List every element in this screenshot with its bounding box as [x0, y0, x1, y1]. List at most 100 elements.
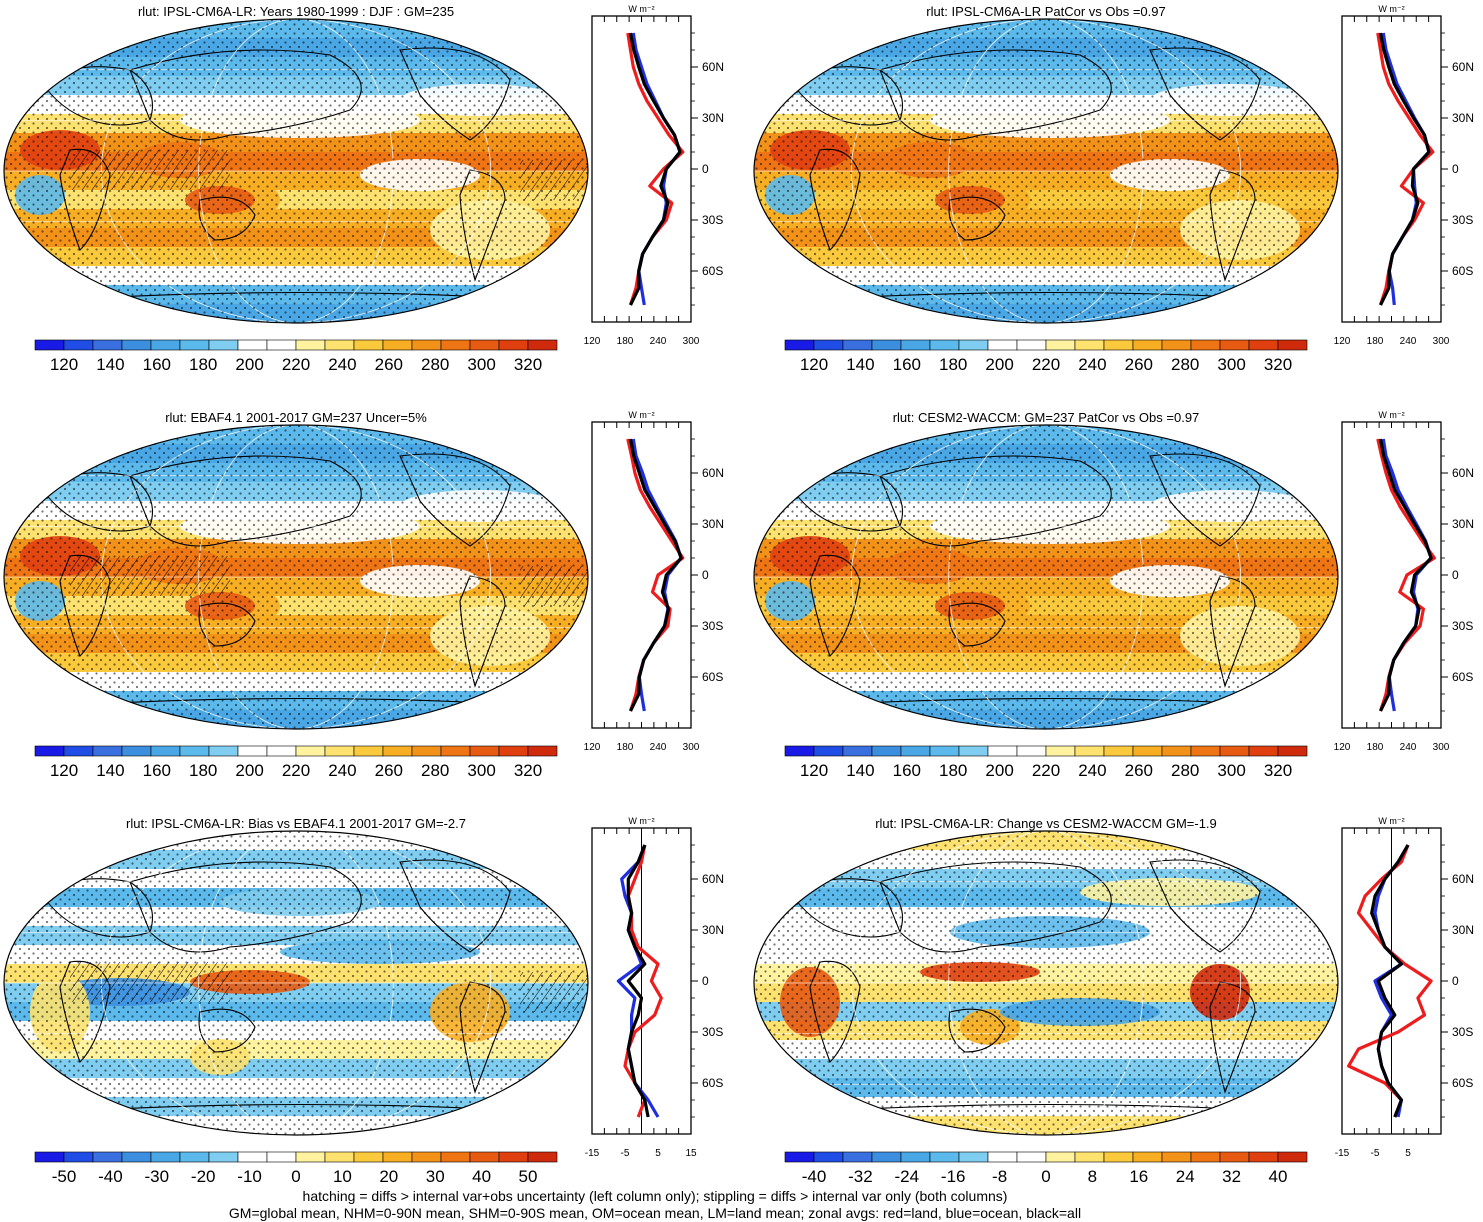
zonal-x-tick-label: 300 — [1433, 742, 1450, 753]
lat-tick-label: 60S — [1452, 670, 1473, 684]
colorbar-swatch — [469, 339, 500, 351]
colorbar-label: 240 — [1078, 355, 1106, 374]
colorbar-swatch — [1074, 1151, 1105, 1163]
zonal-x-tick-label: 180 — [617, 336, 634, 347]
lat-tick-label: 30N — [702, 923, 724, 937]
colorbar-swatch — [1045, 339, 1076, 351]
colorbar-label: 10 — [333, 1167, 352, 1186]
colorbar-label: 8 — [1088, 1167, 1097, 1186]
zonal-x-tick-label: 120 — [584, 742, 601, 753]
panel-top-right: rlut: IPSL-CM6A-LR PatCor vs Obs =0.97 12… — [753, 4, 1474, 374]
colorbar-label: 200 — [985, 761, 1013, 780]
colorbar-label: 120 — [50, 761, 78, 780]
colorbar-swatch — [411, 1151, 442, 1163]
colorbar-swatch — [208, 1151, 239, 1163]
colorbar-swatch — [900, 339, 931, 351]
zonal-x-tick-label: 180 — [1367, 742, 1384, 753]
panel-middle-left: rlut: EBAF4.1 2001-2017 GM=237 Uncer=5% 1… — [3, 410, 724, 780]
colorbar-swatch — [1103, 339, 1134, 351]
map-field — [4, 831, 588, 1135]
colorbar-swatch — [63, 1151, 94, 1163]
colorbar-swatch — [929, 745, 960, 757]
lat-tick-label: 30N — [1452, 517, 1474, 531]
colorbar-swatch — [842, 339, 873, 351]
zonal-x-tick-label: 300 — [683, 742, 700, 753]
colorbar-swatch — [266, 745, 297, 757]
colorbar-label: -50 — [52, 1167, 77, 1186]
colorbar-swatch — [382, 1151, 413, 1163]
panel-title: rlut: IPSL-CM6A-LR PatCor vs Obs =0.97 — [926, 4, 1166, 19]
colorbar-swatch — [324, 339, 355, 351]
colorbar-swatch — [527, 1151, 558, 1163]
colorbar-swatch — [784, 339, 815, 351]
colorbar-label: 280 — [1171, 355, 1199, 374]
lat-tick-label: 60S — [702, 670, 723, 684]
colorbar-label: 120 — [50, 355, 78, 374]
colorbar-swatch — [1016, 1151, 1047, 1163]
colorbar-swatch — [842, 1151, 873, 1163]
colorbar-label: -40 — [98, 1167, 123, 1186]
colorbar-label: 32 — [1222, 1167, 1241, 1186]
colorbar-swatch — [382, 339, 413, 351]
zonal-mean-plot: W m⁻² 60N 30N 0 30S 60S 120 180 240 300 — [1334, 410, 1474, 753]
colorbar-swatch — [1045, 1151, 1076, 1163]
zonal-series-all — [1370, 844, 1410, 1118]
colorbar-swatch — [958, 1151, 989, 1163]
colorbar-swatch — [813, 1151, 844, 1163]
colorbar-label: 120 — [800, 355, 828, 374]
colorbar-label: 160 — [893, 355, 921, 374]
colorbar-label: 320 — [1264, 761, 1292, 780]
colorbar: -50 -40 -30 -20 -10 0 10 20 30 40 50 — [34, 1151, 558, 1186]
colorbar-swatch — [958, 339, 989, 351]
colorbar-swatch — [1074, 339, 1105, 351]
colorbar-label: -30 — [145, 1167, 170, 1186]
colorbar-swatch — [92, 339, 123, 351]
colorbar-label: 180 — [939, 761, 967, 780]
colorbar-swatch — [63, 745, 94, 757]
colorbar-swatch — [527, 745, 558, 757]
colorbar-swatch — [353, 1151, 384, 1163]
zonal-x-tick-label: 120 — [1334, 336, 1351, 347]
colorbar-label: 180 — [939, 355, 967, 374]
colorbar-label: 220 — [1032, 355, 1060, 374]
lat-tick-label: 30N — [1452, 923, 1474, 937]
zonal-mean-plot: W m⁻² 60N 30N 0 30S 60S 120 180 240 300 — [1334, 4, 1474, 347]
colorbar-label: 180 — [189, 355, 217, 374]
zonal-x-tick-label: 240 — [650, 742, 667, 753]
colorbar-swatch — [1219, 339, 1250, 351]
colorbar-swatch — [324, 745, 355, 757]
colorbar-swatch — [958, 745, 989, 757]
colorbar-swatch — [1074, 745, 1105, 757]
lat-tick-label: 60S — [702, 1076, 723, 1090]
colorbar-swatch — [208, 745, 239, 757]
panel-title: rlut: IPSL-CM6A-LR: Years 1980-1999 : DJ… — [138, 4, 454, 19]
zonal-x-tick-label: 180 — [617, 742, 634, 753]
colorbar-swatch — [1277, 339, 1308, 351]
colorbar-swatch — [63, 339, 94, 351]
colorbar-label: 30 — [426, 1167, 445, 1186]
colorbar-label: 40 — [1269, 1167, 1288, 1186]
colorbar-swatch — [150, 745, 181, 757]
colorbar-label: 300 — [1217, 761, 1245, 780]
lat-tick-label: 60N — [1452, 466, 1474, 480]
colorbar: 120 140 160 180 200 220 240 260 280 300 320 — [784, 339, 1308, 374]
lat-tick-label: 30S — [702, 619, 723, 633]
colorbar-swatch — [237, 745, 268, 757]
colorbar-swatch — [1248, 1151, 1279, 1163]
colorbar: 120 140 160 180 200 220 240 260 280 300 320 — [784, 745, 1308, 780]
colorbar-label: 280 — [1171, 761, 1199, 780]
lat-tick-label: 60N — [1452, 60, 1474, 74]
colorbar-label: 200 — [985, 355, 1013, 374]
zonal-x-tick-label: 300 — [683, 336, 700, 347]
colorbar-label: 120 — [800, 761, 828, 780]
zonal-x-tick-label: -5 — [1371, 1148, 1380, 1159]
lat-tick-label: 30N — [1452, 111, 1474, 125]
colorbar-label: 240 — [328, 761, 356, 780]
colorbar-label: 40 — [472, 1167, 491, 1186]
lat-tick-label: 0 — [702, 974, 709, 988]
colorbar-label: 300 — [1217, 355, 1245, 374]
zonal-x-tick-label: 240 — [650, 336, 667, 347]
colorbar-label: 300 — [467, 355, 495, 374]
colorbar-swatch — [469, 745, 500, 757]
